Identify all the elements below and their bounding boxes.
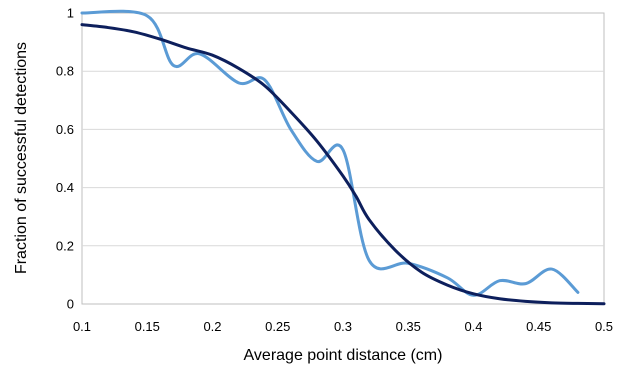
- x-tick-label-6: 0.4: [464, 319, 482, 334]
- gridlines: [82, 70, 604, 247]
- x-tick-label-5: 0.35: [396, 319, 421, 334]
- series-line-0: [80, 9, 580, 297]
- x-tick-labels: 0.1 0.15 0.2 0.25 0.3 0.35 0.4 0.45 0.5: [73, 319, 613, 334]
- y-tick-label-3: 0.6: [56, 122, 74, 137]
- y-tick-label-1: 0.2: [56, 238, 74, 253]
- series-layer: [80, 9, 606, 306]
- series-line-1: [80, 23, 606, 306]
- y-tick-labels: 0 0.2 0.4 0.6 0.8 1: [56, 6, 74, 312]
- y-tick-label-5: 1: [67, 6, 74, 21]
- x-tick-label-8: 0.5: [595, 319, 613, 334]
- y-tick-label-4: 0.8: [56, 64, 74, 79]
- x-tick-label-7: 0.45: [526, 319, 551, 334]
- plot-area: [81, 12, 605, 305]
- x-tick-label-1: 0.15: [135, 319, 160, 334]
- x-tick-label-0: 0.1: [73, 319, 91, 334]
- y-tick-label-2: 0.4: [56, 180, 74, 195]
- x-tick-label-4: 0.3: [334, 319, 352, 334]
- y-axis-label: Fraction of successful detections: [13, 42, 30, 274]
- y-tick-label-0: 0: [67, 297, 74, 312]
- x-tick-label-2: 0.2: [203, 319, 221, 334]
- x-tick-label-3: 0.25: [265, 319, 290, 334]
- x-axis-label: Average point distance (cm): [244, 347, 443, 364]
